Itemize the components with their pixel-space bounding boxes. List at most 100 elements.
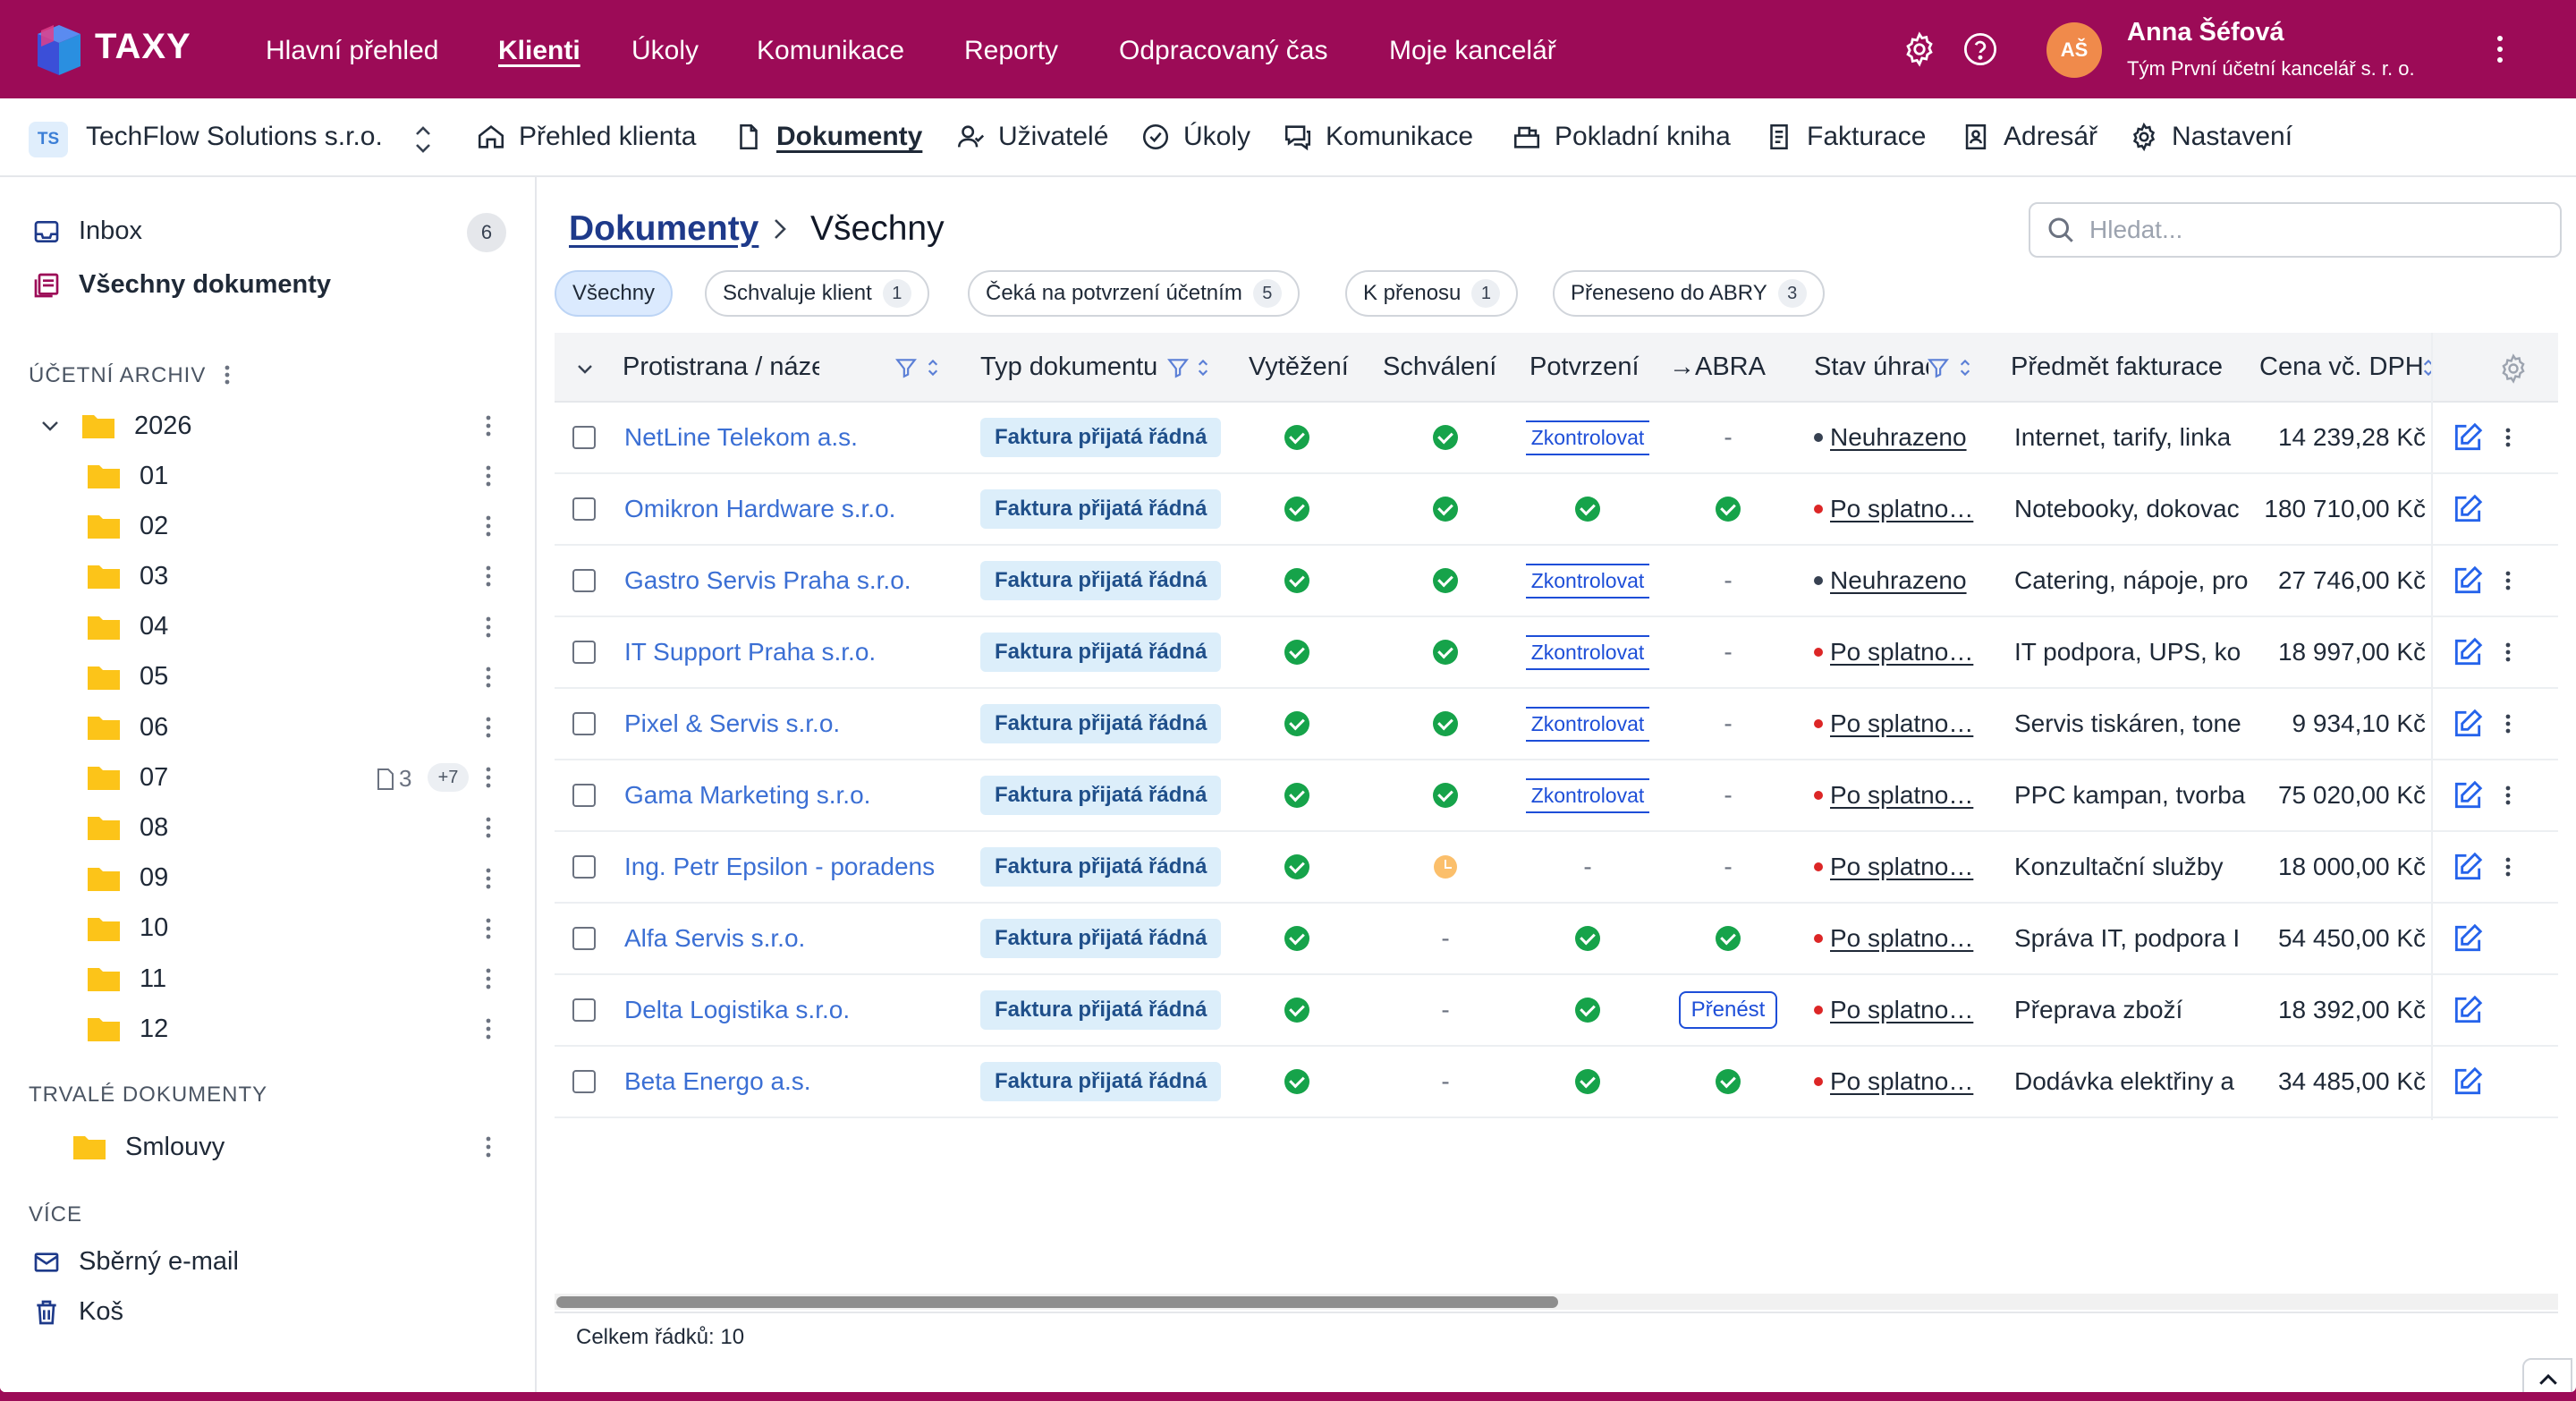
folder-month-01[interactable]: 01 <box>0 453 519 499</box>
edit-pencil-icon[interactable] <box>2451 778 2485 812</box>
payment-status-link[interactable]: Po splatno… <box>1830 853 1974 880</box>
more-vertical-icon[interactable] <box>2503 852 2513 882</box>
party-link[interactable]: IT Support Praha s.r.o. <box>624 638 877 666</box>
filter-chip[interactable]: Všechny <box>555 270 674 317</box>
row-checkbox[interactable] <box>572 497 596 521</box>
more-vertical-icon[interactable] <box>479 613 497 641</box>
scroll-to-top-button[interactable] <box>2522 1358 2572 1392</box>
payment-status-link[interactable]: Po splatno… <box>1830 638 1974 666</box>
edit-pencil-icon[interactable] <box>2451 707 2485 741</box>
party-link[interactable]: Beta Energo a.s. <box>624 1067 811 1095</box>
sort-icon[interactable] <box>1953 356 1977 379</box>
folder-month-10[interactable]: 10 <box>0 905 519 952</box>
edit-pencil-icon[interactable] <box>2451 921 2485 955</box>
edit-pencil-icon[interactable] <box>2451 420 2485 454</box>
more-vertical-icon[interactable] <box>479 964 497 993</box>
folder-year-2026[interactable]: 2026 <box>0 403 519 449</box>
edit-pencil-icon[interactable] <box>2451 1065 2485 1099</box>
sort-icon[interactable] <box>2417 356 2440 379</box>
tab-users[interactable]: Uživatelé <box>955 122 1108 152</box>
folder-month-09[interactable]: 09 <box>0 855 519 902</box>
more-vertical-icon[interactable] <box>2487 27 2513 72</box>
check-button[interactable]: Zkontrolovat <box>1525 777 1650 813</box>
folder-month-07[interactable]: 07 3 +7 <box>0 754 519 801</box>
payment-status-link[interactable]: Po splatno… <box>1830 709 1974 737</box>
column-header-subject[interactable]: Předmět fakturace <box>2011 352 2223 381</box>
tab-address-book[interactable]: Adresář <box>1961 122 2097 152</box>
topnav-reports[interactable]: Reporty <box>964 36 1059 65</box>
column-header-party[interactable]: Protistrana / název <box>623 352 819 381</box>
edit-pencil-icon[interactable] <box>2451 993 2485 1027</box>
tab-documents[interactable]: Dokumenty <box>733 122 922 152</box>
column-header-confirmation[interactable]: Potvrzení <box>1530 352 1640 381</box>
table-row[interactable]: Gama Marketing s.r.o. Faktura přijatá řád… <box>555 760 2558 832</box>
sidebar-item-inbox[interactable]: Inbox <box>32 217 142 246</box>
more-vertical-icon[interactable] <box>479 663 497 692</box>
filter-chip[interactable]: Přeneseno do ABRY 3 <box>1553 270 1825 317</box>
more-vertical-icon[interactable] <box>479 713 497 742</box>
topnav-worked-time[interactable]: Odpracovaný čas <box>1119 36 1328 65</box>
topnav-tasks[interactable]: Úkoly <box>631 36 699 65</box>
column-header-approval[interactable]: Schválení <box>1383 352 1497 381</box>
folder-contracts[interactable]: Smlouvy <box>0 1124 519 1170</box>
check-button[interactable]: Zkontrolovat <box>1525 420 1650 455</box>
table-row[interactable]: Delta Logistika s.r.o. Faktura přijatá řá… <box>555 975 2558 1047</box>
more-vertical-icon[interactable] <box>2503 709 2513 739</box>
folder-month-11[interactable]: 11 <box>0 955 519 1002</box>
folder-month-04[interactable]: 04 <box>0 604 519 650</box>
table-row[interactable]: NetLine Telekom a.s. Faktura přijatá řádn… <box>555 403 2558 474</box>
folder-month-12[interactable]: 12 <box>0 1006 519 1052</box>
payment-status-link[interactable]: Po splatno… <box>1830 495 1974 522</box>
table-row[interactable]: Omikron Hardware s.r.o. Faktura přijatá ř… <box>555 474 2558 546</box>
party-link[interactable]: Alfa Servis s.r.o. <box>624 924 806 952</box>
filter-icon[interactable] <box>894 356 918 379</box>
settings-gear-icon[interactable] <box>1901 30 1938 68</box>
tab-settings[interactable]: Nastavení <box>2129 122 2292 152</box>
user-avatar[interactable]: AŠ <box>2046 22 2102 78</box>
folder-month-05[interactable]: 05 <box>0 654 519 700</box>
breadcrumb-documents[interactable]: Dokumenty <box>569 209 759 248</box>
table-row[interactable]: Alfa Servis s.r.o. Faktura přijatá řádná -… <box>555 904 2558 975</box>
client-name[interactable]: TechFlow Solutions s.r.o. <box>86 122 383 151</box>
check-button[interactable]: Zkontrolovat <box>1525 634 1650 670</box>
party-link[interactable]: Gama Marketing s.r.o. <box>624 781 871 809</box>
party-link[interactable]: Gastro Servis Praha s.r.o. <box>624 566 911 594</box>
payment-status-link[interactable]: Neuhrazeno <box>1830 566 1967 594</box>
payment-status-link[interactable]: Po splatno… <box>1830 996 1974 1023</box>
check-button[interactable]: Zkontrolovat <box>1525 706 1650 742</box>
row-checkbox[interactable] <box>572 712 596 735</box>
tab-client-overview[interactable]: Přehled klienta <box>476 122 696 152</box>
party-link[interactable]: NetLine Telekom a.s. <box>624 423 858 451</box>
more-vertical-icon[interactable] <box>2503 565 2513 596</box>
row-checkbox[interactable] <box>572 927 596 950</box>
sidebar-item-collecting-email[interactable]: Sběrný e-mail <box>32 1247 239 1277</box>
check-button[interactable]: Zkontrolovat <box>1525 563 1650 599</box>
topnav-dashboard[interactable]: Hlavní přehled <box>266 36 439 65</box>
row-checkbox[interactable] <box>572 641 596 664</box>
tab-communication[interactable]: Komunikace <box>1283 122 1473 152</box>
table-row[interactable]: Pixel & Servis s.r.o. Faktura přijatá řád… <box>555 689 2558 760</box>
more-vertical-icon[interactable] <box>479 914 497 943</box>
tab-invoicing[interactable]: Fakturace <box>1764 122 1926 152</box>
more-vertical-icon[interactable] <box>2503 422 2513 453</box>
filter-icon[interactable] <box>1927 356 1950 379</box>
column-header-doc-type[interactable]: Typ dokumentu <box>980 352 1158 381</box>
row-checkbox[interactable] <box>572 998 596 1022</box>
filter-chip[interactable]: Čeká na potvrzení účetním 5 <box>968 270 1300 317</box>
more-vertical-icon[interactable] <box>479 412 497 440</box>
column-header-extraction[interactable]: Vytěžení <box>1249 352 1349 381</box>
more-vertical-icon[interactable] <box>479 763 497 792</box>
table-settings-gear-icon[interactable] <box>2497 352 2529 385</box>
edit-pencil-icon[interactable] <box>2451 564 2485 598</box>
sidebar-item-all-documents[interactable]: Všechny dokumenty <box>32 270 331 300</box>
topnav-communication[interactable]: Komunikace <box>757 36 905 65</box>
search-box[interactable] <box>2029 202 2562 258</box>
row-checkbox[interactable] <box>572 569 596 592</box>
row-checkbox[interactable] <box>572 426 596 449</box>
party-link[interactable]: Pixel & Servis s.r.o. <box>624 709 841 737</box>
chevron-up-down-icon[interactable] <box>410 120 436 159</box>
tab-cash-book[interactable]: Pokladní kniha <box>1512 122 1731 152</box>
search-input[interactable] <box>2089 216 2537 244</box>
more-vertical-icon[interactable] <box>479 462 497 490</box>
more-vertical-icon[interactable] <box>479 864 497 893</box>
